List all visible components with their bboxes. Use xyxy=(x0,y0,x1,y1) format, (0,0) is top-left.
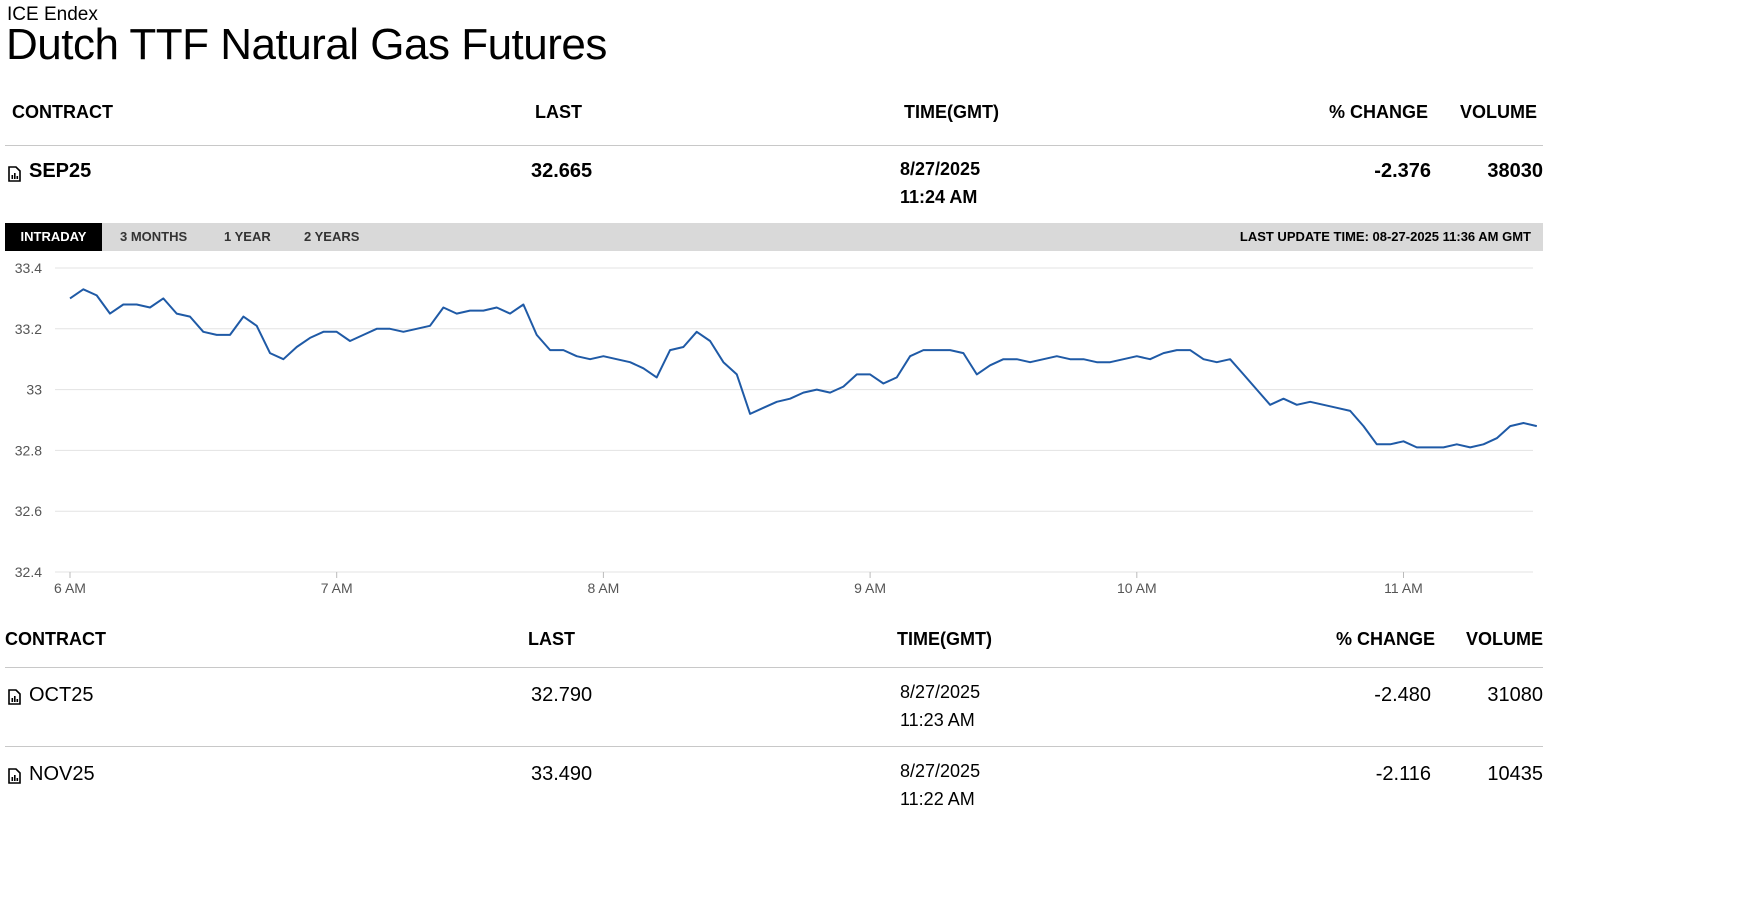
row-time: 11:23 AM xyxy=(900,710,975,730)
col-last-header: LAST xyxy=(528,629,575,649)
x-tick-label: 8 AM xyxy=(587,580,619,596)
y-tick-label: 32.6 xyxy=(15,503,42,519)
col-contract-header: CONTRACT xyxy=(5,629,106,649)
last-update-time: LAST UPDATE TIME: 08-27-2025 11:36 AM GM… xyxy=(1239,229,1531,244)
tab-intraday[interactable]: INTRADAY xyxy=(5,223,102,251)
row-change: -2.480 xyxy=(1374,684,1431,706)
divider xyxy=(5,746,1543,747)
featured-contract[interactable]: SEP25 xyxy=(29,160,92,182)
featured-date: 8/27/2025 xyxy=(900,159,981,179)
row-contract[interactable]: NOV25 xyxy=(29,763,95,785)
tab-1-year[interactable]: 1 YEAR xyxy=(224,229,271,244)
row-date: 8/27/2025 xyxy=(900,761,981,781)
featured-time: 11:24 AM xyxy=(900,187,978,207)
chart-doc-icon[interactable] xyxy=(8,166,21,182)
x-tick-label: 11 AM xyxy=(1384,580,1423,596)
col-time-header: TIME(GMT) xyxy=(897,629,992,649)
row-last: 32.790 xyxy=(531,684,593,706)
col-last-header: LAST xyxy=(535,102,582,122)
divider xyxy=(5,667,1543,668)
page-title: Dutch TTF Natural Gas Futures xyxy=(6,20,607,69)
chart-tabbar: INTRADAY 3 MONTHS 1 YEAR 2 YEARS LAST UP… xyxy=(5,223,1543,251)
y-tick-label: 33.4 xyxy=(15,260,42,276)
col-time-header: TIME(GMT) xyxy=(904,102,999,122)
y-tick-label: 33 xyxy=(26,382,42,398)
featured-change: -2.376 xyxy=(1374,160,1431,182)
row-contract[interactable]: OCT25 xyxy=(29,684,94,706)
price-series-line[interactable] xyxy=(69,288,1538,449)
divider xyxy=(5,145,1543,146)
y-tick-label: 32.4 xyxy=(15,564,42,580)
x-tick-label: 9 AM xyxy=(854,580,886,596)
row-last: 33.490 xyxy=(531,763,593,785)
intraday-chart: 33.4 33.2 33 32.8 32.6 32.4 6 AM 7 AM 8 AM 9 AM 10… xyxy=(15,260,1538,596)
col-contract-header: CONTRACT xyxy=(12,102,113,122)
row-date: 8/27/2025 xyxy=(900,682,981,702)
col-volume-header: VOLUME xyxy=(1465,629,1543,649)
chart-doc-icon[interactable] xyxy=(8,689,21,705)
col-change-header: % CHANGE xyxy=(1335,629,1435,649)
col-volume-header: VOLUME xyxy=(1459,102,1537,122)
row-time: 11:22 AM xyxy=(900,789,975,809)
y-tick-label: 32.8 xyxy=(15,442,42,458)
featured-volume: 38030 xyxy=(1487,160,1543,182)
x-tick-label: 7 AM xyxy=(321,580,353,596)
y-tick-label: 33.2 xyxy=(15,321,42,337)
featured-last: 32.665 xyxy=(531,160,593,182)
row-change: -2.116 xyxy=(1375,763,1431,785)
x-tick-label: 6 AM xyxy=(54,580,86,596)
x-tick-label: 10 AM xyxy=(1117,580,1157,596)
chart-doc-icon[interactable] xyxy=(8,768,21,784)
col-change-header: % CHANGE xyxy=(1328,102,1428,122)
tab-2-years[interactable]: 2 YEARS xyxy=(304,229,360,244)
exchange-label: ICE Endex xyxy=(7,4,98,25)
row-volume: 10435 xyxy=(1487,763,1543,785)
row-volume: 31080 xyxy=(1487,684,1543,706)
tab-3-months[interactable]: 3 MONTHS xyxy=(120,229,188,244)
